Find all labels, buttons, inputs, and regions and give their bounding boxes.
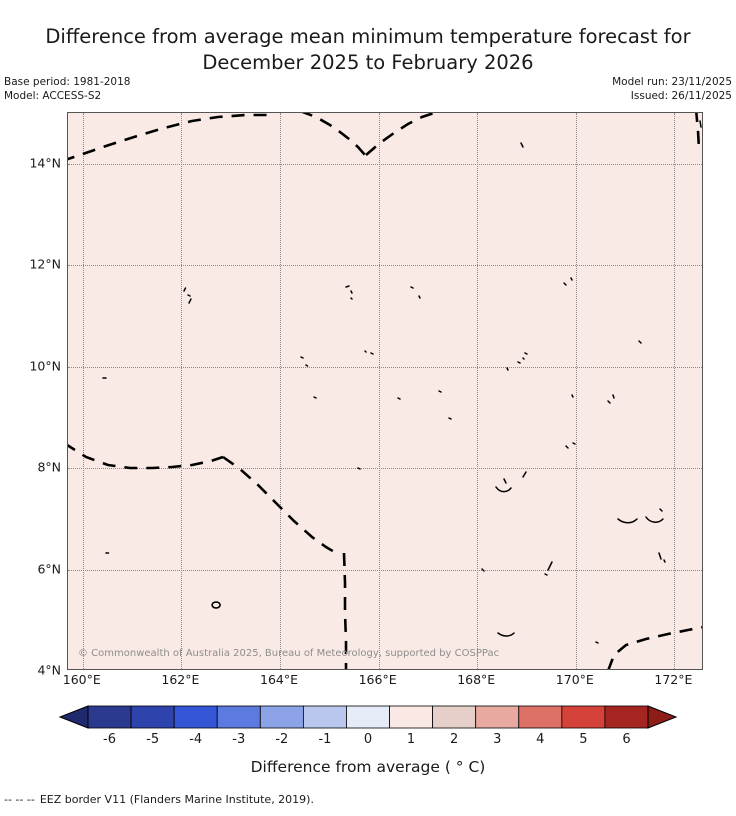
title-line-1: Difference from average mean minimum tem… (45, 25, 691, 48)
colorbar-tick-label: -5 (146, 732, 160, 747)
eez-dash-sample: -- -- -- (4, 793, 35, 806)
x-tick-label: 164°E (259, 672, 299, 687)
eez-legend: -- -- -- EEZ border V11 (Flanders Marine… (4, 793, 314, 806)
colorbar-band (259, 705, 304, 729)
colorbar-tick-label: -3 (232, 732, 246, 747)
colorbar-swatches (58, 705, 678, 729)
gridline-vertical (82, 113, 84, 669)
base-period-label: Base period: 1981-2018 (4, 76, 131, 88)
metadata-right: Model run: 23/11/2025 Issued: 26/11/2025 (612, 75, 732, 103)
x-tick-label: 172°E (654, 672, 693, 687)
colorbar-tick-label: -4 (189, 732, 203, 747)
y-tick-label: 12°N (29, 256, 61, 272)
page-title: Difference from average mean minimum tem… (0, 24, 736, 76)
colorbar-band (302, 705, 347, 729)
eez-border-southeast (607, 626, 702, 669)
eez-border-vertical (342, 552, 348, 669)
colorbar-band (87, 705, 132, 729)
gridline-horizontal (68, 163, 702, 165)
x-tick-label: 160°E (62, 672, 101, 687)
colorbar-tick-label: 0 (363, 732, 373, 747)
gridline-horizontal (68, 366, 702, 368)
eez-border-southwest (222, 455, 337, 555)
colorbar-tick-label: -2 (275, 732, 289, 747)
issued-label: Issued: 26/11/2025 (630, 90, 732, 102)
colorbar-band (130, 705, 175, 729)
model-label: Model: ACCESS-S2 (4, 90, 102, 102)
gridline-vertical (674, 113, 676, 669)
model-run-label: Model run: 23/11/2025 (612, 76, 732, 88)
map-plot-area: © Commonwealth of Australia 2025, Bureau… (67, 112, 703, 670)
colorbar-band (561, 705, 606, 729)
colorbar-band (518, 705, 563, 729)
colorbar-tick-label: 6 (622, 732, 631, 747)
colorbar-band (389, 705, 434, 729)
gridline-horizontal (68, 468, 702, 470)
colorbar-cap-under (58, 705, 89, 729)
y-tick-label: 4°N (37, 662, 61, 678)
x-tick-label: 162°E (161, 672, 200, 687)
colorbar-tick-label: 1 (406, 732, 416, 747)
gridline-vertical (477, 113, 479, 669)
colorbar-band (604, 705, 649, 729)
colorbar-band (216, 705, 261, 729)
map-vector-layer (68, 113, 702, 669)
title-line-2: December 2025 to February 2026 (202, 51, 534, 74)
gridline-vertical (181, 113, 183, 669)
gridline-horizontal (68, 265, 702, 267)
gridline-vertical (575, 113, 577, 669)
gridline-horizontal (68, 569, 702, 571)
y-tick-label: 8°N (37, 459, 61, 475)
colorbar-tick-label: 4 (536, 732, 545, 747)
colorbar-title: Difference from average ( ° C) (250, 758, 486, 776)
eez-border-north (68, 113, 273, 161)
colorbar-cap-over (647, 705, 678, 729)
colorbar-band (173, 705, 218, 729)
eez-border-north-2 (301, 113, 366, 156)
colorbar-tick-label: -6 (103, 732, 117, 747)
eez-border-north-4 (695, 113, 701, 150)
x-tick-label: 166°E (358, 672, 397, 687)
gridline-vertical (378, 113, 380, 669)
colorbar-tick-label: 2 (450, 732, 459, 747)
eez-legend-label: EEZ border V11 (Flanders Marine Institut… (39, 793, 314, 806)
colorbar-band (475, 705, 520, 729)
x-tick-label: 168°E (457, 672, 496, 687)
colorbar-tick-label: -1 (318, 732, 332, 747)
eez-border-north-3 (365, 113, 435, 156)
metadata-left: Base period: 1981-2018 Model: ACCESS-S2 (4, 75, 130, 103)
y-tick-label: 14°N (29, 155, 61, 171)
colorbar-tick-label: 3 (493, 732, 502, 747)
colorbar (0, 700, 736, 734)
y-tick-label: 6°N (37, 561, 61, 577)
map-copyright: © Commonwealth of Australia 2025, Bureau… (78, 648, 500, 659)
colorbar-band (432, 705, 477, 729)
colorbar-band (346, 705, 390, 729)
gridline-vertical (280, 113, 281, 669)
x-tick-label: 170°E (555, 672, 594, 687)
eez-border-west (68, 444, 224, 470)
colorbar-tick-label: 5 (579, 732, 588, 747)
y-tick-label: 10°N (29, 358, 61, 374)
island-coastlines (102, 120, 702, 644)
